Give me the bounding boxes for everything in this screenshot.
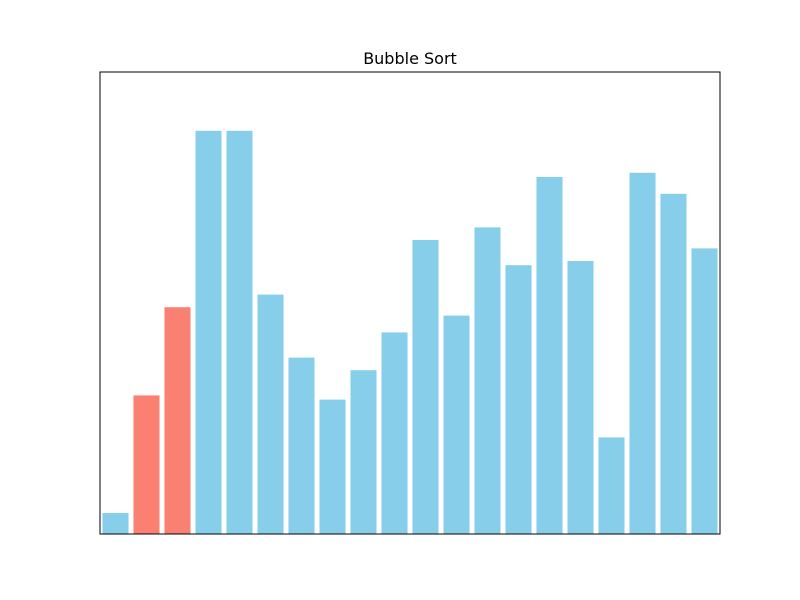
bar-5 [257, 294, 284, 534]
bar-4 [226, 130, 253, 535]
bar-8 [350, 370, 377, 534]
bar-15 [567, 261, 594, 534]
bar-0 [102, 513, 129, 534]
bar-14 [536, 177, 563, 534]
bar-19 [691, 248, 718, 534]
bar-7 [319, 399, 346, 534]
bar-16 [598, 437, 625, 534]
plot-frame [99, 71, 721, 535]
bar-3 [195, 130, 222, 535]
bar-6 [288, 357, 315, 534]
bar-18 [660, 193, 687, 535]
bar-13 [505, 265, 532, 534]
bar-2 [164, 307, 191, 534]
bar-9 [381, 332, 408, 534]
chart-title: Bubble Sort [363, 49, 457, 68]
bars-group [102, 130, 718, 535]
bar-11 [443, 315, 470, 534]
bar-17 [629, 172, 656, 535]
bar-10 [412, 240, 439, 534]
bar-1 [133, 395, 160, 534]
bar-12 [474, 227, 501, 534]
